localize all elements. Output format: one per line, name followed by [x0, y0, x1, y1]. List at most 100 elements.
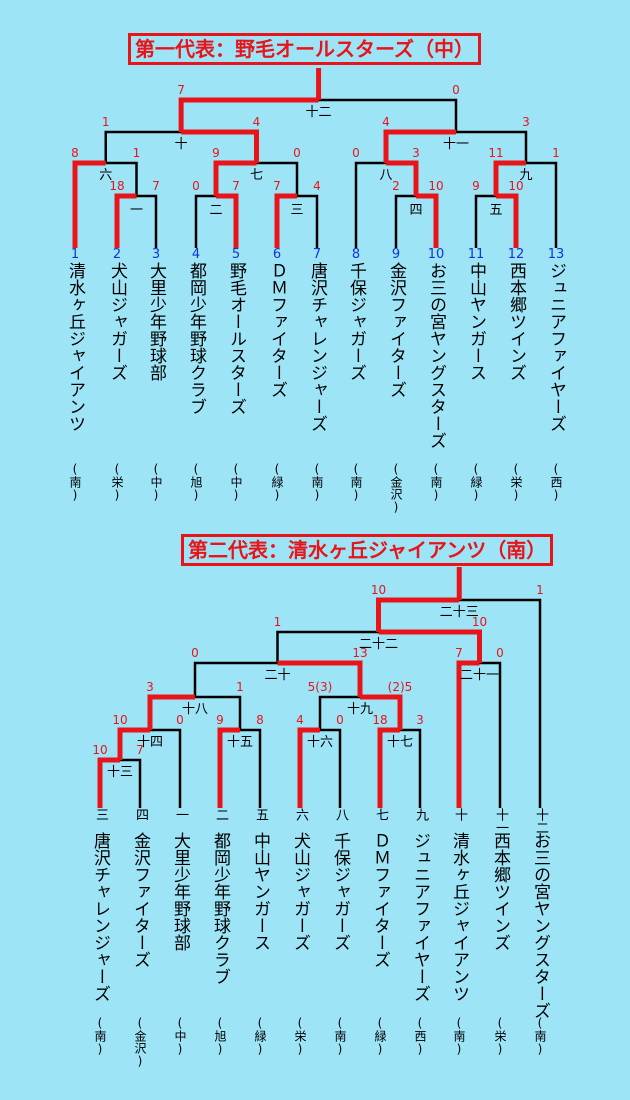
- bracket-line: [376, 597, 460, 632]
- team-area: (西): [549, 462, 563, 502]
- score-left: 9: [212, 146, 220, 160]
- score-right: 10: [508, 179, 523, 193]
- team-number: 6: [272, 247, 282, 262]
- team-number: 十二: [533, 808, 548, 834]
- bracket-line: [456, 660, 480, 808]
- game-label: 十八: [182, 702, 208, 717]
- bracket-line: [178, 97, 319, 132]
- bracket-line: [320, 728, 342, 808]
- bracket-line: [479, 661, 502, 808]
- team-name: 清水ヶ丘ジャイアンツ: [65, 262, 85, 432]
- bracket-line: [120, 758, 142, 808]
- score-right: 0: [496, 646, 504, 660]
- score-right: 4: [313, 179, 321, 193]
- bracket-line: [216, 193, 239, 248]
- team-name: 千保ジャガーズ: [330, 832, 350, 951]
- team-number: 三: [93, 808, 108, 821]
- score-right: 7: [136, 743, 144, 757]
- bracket-line: [277, 660, 363, 697]
- team-name: 大里少年野球部: [146, 262, 166, 381]
- score-right: 1: [133, 146, 141, 160]
- team-name: 金沢ファイターズ: [130, 832, 150, 968]
- team-area: (中): [173, 1016, 187, 1056]
- bracket-line: [104, 130, 182, 163]
- game-label: 十九: [347, 702, 373, 717]
- bracket-line: [400, 728, 422, 808]
- score-left: 18: [109, 179, 124, 193]
- score-left: 0: [192, 179, 200, 193]
- bracket-line: [240, 728, 262, 808]
- team-area: (南): [452, 1016, 466, 1056]
- bracket-line: [274, 193, 297, 248]
- game-label: 十七: [387, 735, 413, 750]
- bracket-line: [456, 130, 528, 163]
- bracket1-title: 第一代表：野毛オールスターズ（中）: [128, 33, 481, 65]
- score-right: 0: [336, 713, 344, 727]
- team-area: (緑): [373, 1016, 387, 1056]
- game-label: 四: [409, 203, 422, 218]
- bracket-line: [114, 193, 137, 248]
- team-number: 10: [427, 247, 445, 262]
- score-left: 5(3): [308, 680, 333, 694]
- bracket-line: [195, 695, 242, 730]
- score-right: 0: [176, 713, 184, 727]
- score-right: 1: [552, 146, 560, 160]
- team-number: 十: [452, 808, 467, 821]
- bracket-line: [386, 160, 419, 196]
- score-right: 1: [536, 583, 544, 597]
- game-label: 十四: [137, 735, 163, 750]
- bracket-line: [256, 161, 299, 196]
- bracket-line: [377, 727, 400, 808]
- team-name: お三の宮ヤングスターズ: [530, 832, 550, 1019]
- score-left: 9: [472, 179, 480, 193]
- team-area: (中): [149, 462, 163, 502]
- team-name: ジュニアファイヤーズ: [546, 262, 566, 432]
- team-area: (旭): [213, 1016, 227, 1056]
- team-number: 四: [133, 808, 148, 821]
- game-label: 三: [290, 203, 303, 218]
- bracket-line: [459, 598, 542, 808]
- score-left: 0: [352, 146, 360, 160]
- game-label: 二十三: [440, 605, 479, 620]
- team-number: 9: [391, 247, 401, 262]
- team-area: (南): [333, 1016, 347, 1056]
- game-label: 十: [175, 137, 188, 152]
- team-area: (南): [533, 1016, 547, 1056]
- score-left: 7: [455, 646, 463, 660]
- bracket-line: [117, 727, 150, 760]
- team-number: 七: [373, 808, 388, 821]
- team-area: (緑): [469, 462, 483, 502]
- game-label: 二: [209, 203, 222, 218]
- game-label: 五: [489, 203, 502, 218]
- team-name: 千保ジャガーズ: [346, 262, 366, 381]
- score-right: 8: [256, 713, 264, 727]
- team-number: 11: [467, 247, 485, 262]
- bracket-line: [97, 757, 120, 808]
- game-label: 一: [130, 203, 143, 218]
- bracket-line: [147, 694, 195, 730]
- bracket-line: [105, 161, 138, 196]
- game-label: 八: [379, 168, 392, 183]
- team-area: (栄): [293, 1016, 307, 1056]
- team-name: 金沢ファイターズ: [386, 262, 406, 398]
- team-name: 犬山ジャガーズ: [107, 262, 127, 381]
- team-area: (金沢): [389, 462, 403, 514]
- score-right: (2)5: [388, 680, 413, 694]
- team-name: 都岡少年野球クラブ: [186, 262, 206, 415]
- team-number: 六: [293, 808, 308, 821]
- score-left: 2: [392, 179, 400, 193]
- bracket-line: [378, 629, 482, 663]
- score-right: 7: [232, 179, 240, 193]
- score-right: 3: [416, 713, 424, 727]
- score-left: 4: [296, 713, 304, 727]
- score-right: 1: [236, 680, 244, 694]
- team-area: (南): [349, 462, 363, 502]
- team-number: 八: [333, 808, 348, 821]
- team-area: (南): [310, 462, 324, 502]
- bracket-line: [318, 98, 458, 132]
- team-area: (南): [429, 462, 443, 502]
- score-right: 3: [412, 146, 420, 160]
- bracket-line: [217, 727, 240, 808]
- score-left: 7: [177, 83, 185, 97]
